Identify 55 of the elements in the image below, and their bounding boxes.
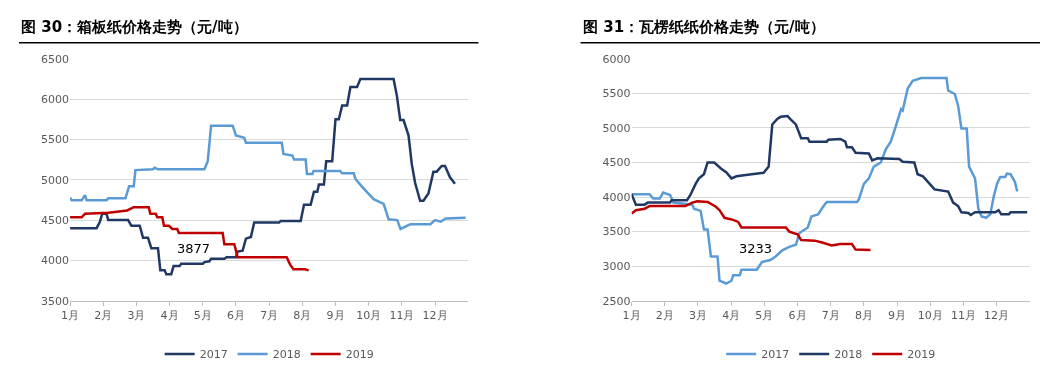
x-tick-label: 11月 bbox=[389, 309, 415, 322]
x-tick-label: 6月 bbox=[226, 309, 245, 322]
x-tick-label: 3月 bbox=[127, 309, 146, 322]
x-tick-label: 5月 bbox=[193, 309, 212, 322]
y-tick-label: 3500 bbox=[41, 294, 70, 308]
x-tick-label: 10月 bbox=[356, 309, 382, 322]
x-tick-label: 6月 bbox=[788, 309, 807, 322]
x-tick-label: 1月 bbox=[622, 309, 641, 322]
chart-title: 图 31：瓦楞纸纸价格走势（元/吨） bbox=[583, 18, 825, 36]
x-tick-label: 11月 bbox=[950, 309, 976, 322]
line-series bbox=[70, 124, 467, 231]
y-tick-label: 4500 bbox=[602, 156, 631, 170]
x-tick-label: 8月 bbox=[293, 309, 312, 322]
x-tick-label: 3月 bbox=[688, 309, 707, 322]
x-tick-label: 1月 bbox=[61, 309, 80, 322]
y-tick-label: 6000 bbox=[602, 52, 631, 66]
x-tick-label: 2月 bbox=[94, 309, 113, 322]
x-tick-label: 7月 bbox=[260, 309, 279, 322]
line-series bbox=[70, 205, 310, 272]
y-tick-label: 4500 bbox=[41, 213, 70, 227]
x-tick-label: 4月 bbox=[160, 309, 179, 322]
y-tick-label: 4000 bbox=[41, 254, 70, 268]
legend-label: 2019 bbox=[907, 348, 936, 362]
legend-label: 2017 bbox=[761, 348, 790, 362]
line-series bbox=[631, 114, 1029, 217]
y-tick-label: 5000 bbox=[41, 173, 70, 187]
line-series bbox=[631, 76, 1019, 285]
annotation: 3233 bbox=[739, 241, 773, 256]
y-tick-label: 3500 bbox=[602, 225, 631, 239]
annotation: 3877 bbox=[177, 241, 211, 256]
y-tick-label: 6500 bbox=[41, 52, 70, 66]
legend-label: 2018 bbox=[834, 348, 863, 362]
x-tick-label: 7月 bbox=[821, 309, 840, 322]
y-tick-label: 5500 bbox=[41, 133, 70, 147]
legend-label: 2017 bbox=[199, 348, 228, 362]
x-tick-label: 4月 bbox=[722, 309, 741, 322]
x-tick-label: 12月 bbox=[422, 309, 448, 322]
x-tick-label: 9月 bbox=[326, 309, 345, 322]
y-tick-label: 4000 bbox=[602, 190, 631, 204]
x-tick-label: 10月 bbox=[917, 309, 943, 322]
y-tick-label: 6000 bbox=[41, 92, 70, 106]
y-tick-label: 3000 bbox=[602, 260, 631, 274]
x-tick-label: 12月 bbox=[984, 309, 1010, 322]
line-series bbox=[70, 77, 457, 276]
x-tick-label: 9月 bbox=[888, 309, 907, 322]
y-tick-label: 2500 bbox=[602, 294, 631, 308]
y-tick-label: 5500 bbox=[602, 87, 631, 101]
x-tick-label: 2月 bbox=[655, 309, 674, 322]
legend-label: 2018 bbox=[272, 348, 301, 362]
x-tick-label: 8月 bbox=[854, 309, 873, 322]
x-tick-label: 5月 bbox=[755, 309, 774, 322]
legend-label: 2019 bbox=[345, 348, 374, 362]
line-series bbox=[631, 199, 872, 252]
y-tick-label: 5000 bbox=[602, 121, 631, 135]
chart-title: 图 30：箱板纸价格走势（元/吨） bbox=[21, 18, 248, 36]
